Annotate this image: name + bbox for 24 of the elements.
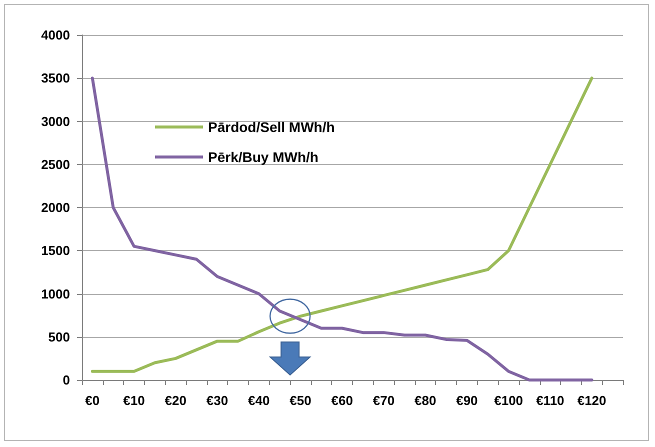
x-tick-label: €110	[536, 393, 564, 408]
x-tick-label: €50	[290, 393, 312, 408]
y-tick-label: 1500	[41, 243, 70, 258]
x-tick-label: €60	[331, 393, 353, 408]
x-tick-label: €40	[248, 393, 270, 408]
legend-label: Pārdod/Sell MWh/h	[208, 119, 335, 135]
legend-label: Pērk/Buy MWh/h	[208, 149, 318, 165]
y-tick-label: 500	[48, 329, 70, 344]
y-tick-label: 1000	[41, 286, 70, 302]
x-tick-label: €80	[414, 393, 436, 408]
y-tick-label: 2000	[41, 200, 70, 215]
y-tick-label: 3000	[41, 114, 70, 129]
y-tick-label: 2500	[41, 156, 70, 172]
y-tick-label: 4000	[41, 28, 70, 42]
x-tick-label: €90	[456, 393, 478, 408]
x-tick-label: €0	[85, 393, 100, 408]
x-tick-label: €70	[372, 393, 395, 408]
x-tick-label: €30	[206, 393, 228, 408]
x-tick-label: €120	[577, 393, 606, 408]
x-tick-label: €20	[164, 393, 186, 408]
y-tick-label: 0	[62, 372, 70, 388]
x-tick-label: €100	[494, 393, 524, 408]
x-tick-label: €10	[123, 393, 145, 408]
y-tick-label: 3500	[41, 70, 70, 86]
